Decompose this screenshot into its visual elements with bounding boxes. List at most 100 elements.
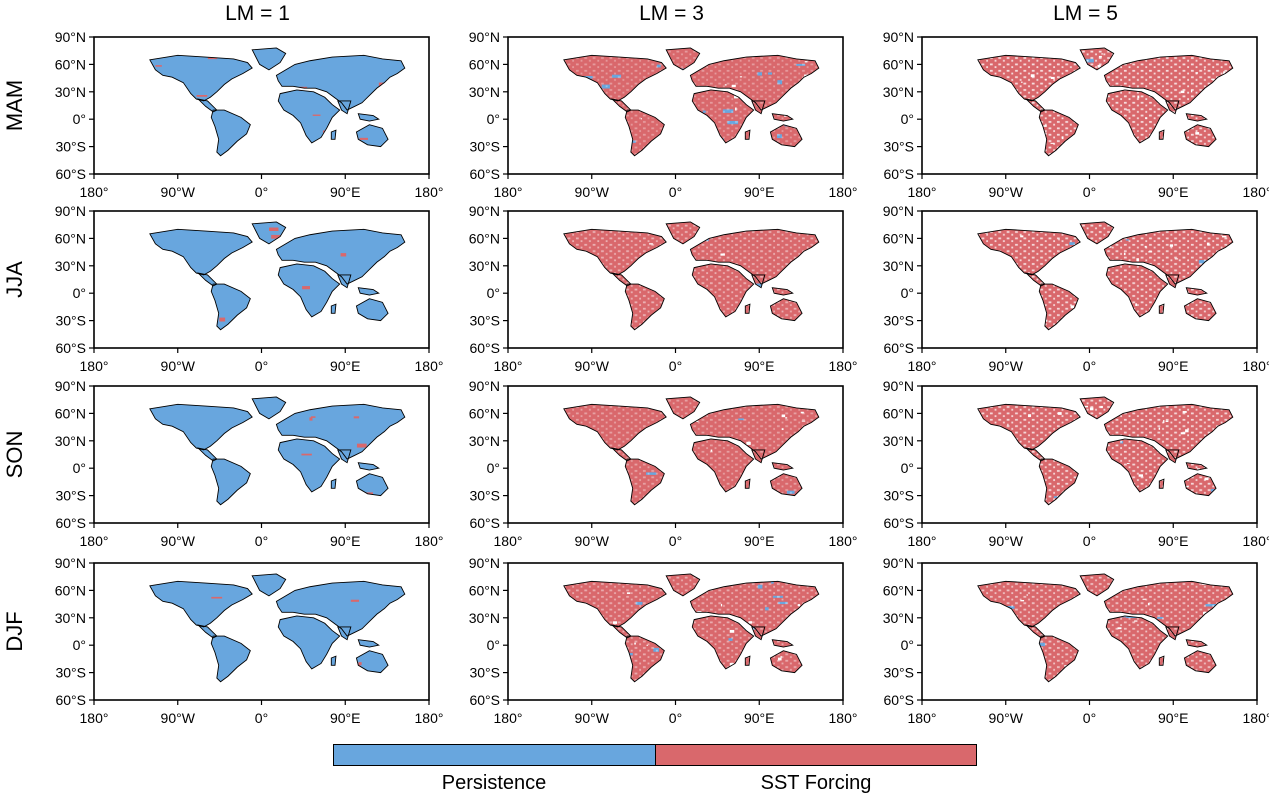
map-panel-djf-lm5 xyxy=(922,563,1258,700)
lat-tick-label: 0° xyxy=(901,111,914,127)
lon-tick-label: 90°W xyxy=(989,533,1024,549)
lon-tick-label: 180° xyxy=(415,533,444,549)
map-panel-jja-lm1 xyxy=(94,211,437,348)
lon-tick-label: 0° xyxy=(1083,533,1096,549)
map-panel-jja-lm5 xyxy=(922,211,1257,348)
lat-tick-label: 60°N xyxy=(55,405,86,421)
lat-tick-label: 0° xyxy=(901,285,914,301)
lon-tick-label: 90°E xyxy=(330,358,361,374)
lon-tick-label: 90°E xyxy=(330,533,361,549)
lon-tick-label: 180° xyxy=(908,358,937,374)
lat-tick-label: 90°N xyxy=(883,555,914,571)
lat-tick-label: 30°S xyxy=(55,313,86,329)
lat-tick-label: 30°S xyxy=(883,139,914,155)
lon-tick-label: 180° xyxy=(494,710,523,726)
lon-tick-label: 180° xyxy=(908,184,937,200)
lat-tick-label: 60°S xyxy=(469,166,500,182)
lat-tick-label: 60°N xyxy=(469,582,500,598)
lat-tick-label: 30°S xyxy=(883,488,914,504)
lon-tick-label: 0° xyxy=(1083,710,1096,726)
lon-tick-label: 90°W xyxy=(989,710,1024,726)
lon-tick-label: 0° xyxy=(669,184,682,200)
map-panel-son-lm5 xyxy=(922,386,1257,523)
lon-tick-label: 90°E xyxy=(744,710,775,726)
lat-tick-label: 90°N xyxy=(883,203,914,219)
map-panel-djf-lm3 xyxy=(508,563,843,700)
lat-tick-label: 60°S xyxy=(469,340,500,356)
lon-tick-label: 90°W xyxy=(161,184,196,200)
map-panel-son-lm3 xyxy=(508,386,844,523)
lat-tick-label: 60°S xyxy=(469,692,500,708)
lat-tick-label: 60°S xyxy=(55,340,86,356)
column-title-lm1: LM = 1 xyxy=(225,2,290,25)
lon-tick-label: 90°E xyxy=(330,710,361,726)
lon-tick-label: 180° xyxy=(1243,184,1269,200)
lat-tick-label: 0° xyxy=(487,111,500,127)
row-label-son: SON xyxy=(2,431,27,479)
lon-tick-label: 90°W xyxy=(575,358,610,374)
lat-tick-label: 30°N xyxy=(55,610,86,626)
lat-tick-label: 60°N xyxy=(469,230,500,246)
lat-tick-label: 30°N xyxy=(469,433,500,449)
lat-tick-label: 60°S xyxy=(55,515,86,531)
lat-tick-label: 30°N xyxy=(883,258,914,274)
lat-tick-label: 30°N xyxy=(55,258,86,274)
lon-tick-label: 90°W xyxy=(161,710,196,726)
lon-tick-label: 180° xyxy=(415,184,444,200)
lon-tick-label: 90°W xyxy=(575,184,610,200)
lat-tick-label: 90°N xyxy=(469,378,500,394)
lon-tick-label: 180° xyxy=(80,184,109,200)
lat-tick-label: 60°S xyxy=(883,692,914,708)
lon-tick-label: 180° xyxy=(829,184,858,200)
lat-tick-label: 60°S xyxy=(883,340,914,356)
lat-tick-label: 90°N xyxy=(883,29,914,45)
lon-tick-label: 180° xyxy=(829,710,858,726)
map-panel-son-lm1 xyxy=(94,386,429,523)
lon-tick-label: 0° xyxy=(1083,184,1096,200)
lon-tick-label: 180° xyxy=(829,358,858,374)
lon-tick-label: 180° xyxy=(1243,710,1269,726)
lat-tick-label: 0° xyxy=(487,285,500,301)
lat-tick-label: 60°S xyxy=(883,166,914,182)
lat-tick-label: 60°N xyxy=(883,582,914,598)
lat-tick-label: 30°S xyxy=(469,139,500,155)
lon-tick-label: 90°W xyxy=(161,533,196,549)
lat-tick-label: 60°S xyxy=(883,515,914,531)
lon-tick-label: 180° xyxy=(494,358,523,374)
lon-tick-label: 0° xyxy=(1083,358,1096,374)
lat-tick-label: 30°N xyxy=(883,433,914,449)
lon-tick-label: 90°E xyxy=(1158,358,1189,374)
lat-tick-label: 90°N xyxy=(883,378,914,394)
colorbar-legend xyxy=(333,744,977,766)
map-panel-mam-lm1 xyxy=(94,37,429,174)
lon-tick-label: 0° xyxy=(255,710,268,726)
lat-tick-label: 60°N xyxy=(883,230,914,246)
lon-tick-label: 90°W xyxy=(989,358,1024,374)
lat-tick-label: 60°N xyxy=(55,582,86,598)
lon-tick-label: 90°W xyxy=(989,184,1024,200)
lat-tick-label: 30°S xyxy=(883,665,914,681)
lat-tick-label: 30°S xyxy=(469,488,500,504)
lat-tick-label: 60°S xyxy=(55,692,86,708)
lon-tick-label: 180° xyxy=(908,533,937,549)
map-panel-jja-lm3 xyxy=(508,211,843,348)
lon-tick-label: 90°E xyxy=(744,184,775,200)
lon-tick-label: 90°E xyxy=(1158,533,1189,549)
lat-tick-label: 90°N xyxy=(55,29,86,45)
lat-tick-label: 60°N xyxy=(883,56,914,72)
lat-tick-label: 30°S xyxy=(883,313,914,329)
legend-sst-label: SST Forcing xyxy=(760,772,872,794)
lon-tick-label: 0° xyxy=(669,710,682,726)
map-panel-mam-lm3 xyxy=(508,37,846,174)
lon-tick-label: 180° xyxy=(80,710,109,726)
lat-tick-label: 30°N xyxy=(469,610,500,626)
lon-tick-label: 90°W xyxy=(575,710,610,726)
lon-tick-label: 180° xyxy=(1243,533,1269,549)
legend-persistence-label: Persistence xyxy=(441,772,547,794)
lat-tick-label: 0° xyxy=(487,637,500,653)
lon-tick-label: 90°E xyxy=(330,184,361,200)
lon-tick-label: 0° xyxy=(669,533,682,549)
lon-tick-label: 0° xyxy=(255,358,268,374)
lon-tick-label: 90°E xyxy=(1158,710,1189,726)
lat-tick-label: 30°N xyxy=(55,84,86,100)
